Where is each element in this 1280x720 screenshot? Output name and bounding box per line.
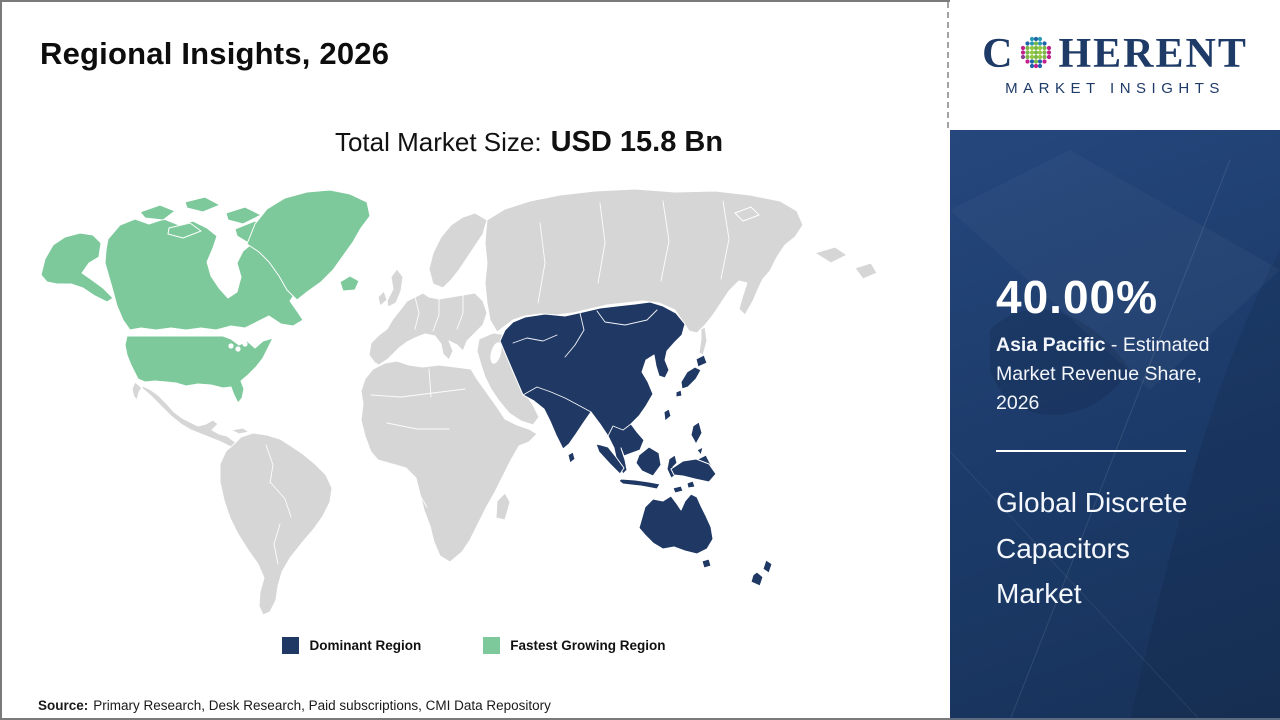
market-share-value: 40.00%: [996, 271, 1159, 323]
total-market-size: Total Market Size: USD 15.8 Bn: [0, 126, 948, 159]
legend-item-dominant: Dominant Region: [282, 637, 421, 654]
island-sakhalin: [698, 326, 708, 356]
island-madagascar: [495, 492, 511, 521]
brand-name: C HERENT: [982, 33, 1248, 75]
island-honshu: [680, 366, 702, 390]
world-map-svg: [40, 188, 878, 616]
frame-border-top: [0, 0, 950, 2]
country-australia: [638, 493, 714, 555]
sidebar-content: 40.00% Asia Pacific - Estimated Market R…: [950, 130, 1280, 616]
island-iceland: [339, 275, 360, 292]
globe-dots-icon: [1021, 36, 1052, 69]
report-title: Global Discrete Capacitors Market: [996, 487, 1188, 610]
arctic-island-2: [814, 246, 848, 264]
island-borneo: [635, 446, 662, 477]
region-asia-pacific: [499, 301, 773, 587]
country-usa: [124, 335, 274, 404]
market-size-label: Total Market Size:: [334, 127, 542, 157]
island-sumatra: [595, 443, 625, 475]
island-hokkaido: [695, 354, 708, 368]
island-moluccas: [686, 480, 696, 489]
share-region-name: Asia Pacific: [996, 333, 1106, 356]
island-nz-north: [762, 559, 773, 574]
source-label: Source:: [38, 698, 89, 713]
island-luzon: [690, 421, 703, 445]
map-legend: Dominant Region Fastest Growing Region: [0, 637, 948, 654]
island-nz-south: [750, 571, 764, 587]
island-new-guinea: [670, 458, 717, 483]
island-timor: [672, 485, 684, 494]
island-visayas: [696, 446, 704, 456]
island-tasmania: [701, 558, 712, 569]
country-uk: [386, 268, 404, 308]
water-bodies: [228, 326, 502, 364]
share-desc-line3: 2026: [996, 392, 1040, 415]
great-lake-1: [228, 343, 234, 349]
sidebar-divider: [996, 450, 1186, 453]
brand-logo: C HERENT MARKET INSIGHTS: [950, 0, 1280, 130]
country-borders: [265, 200, 730, 565]
page-title: Regional Insights, 2026: [40, 36, 390, 71]
country-alaska: [40, 232, 114, 303]
brand-subtitle: MARKET INSIGHTS: [1005, 80, 1225, 97]
arctic-island-1: [734, 206, 760, 222]
black-sea: [478, 326, 494, 334]
source-text: Primary Research, Desk Research, Paid su…: [93, 698, 551, 713]
country-ireland: [377, 290, 388, 307]
country-russia: [484, 188, 804, 334]
region-scandinavia: [428, 212, 488, 289]
highlight-sidebar: 40.00% Asia Pacific - Estimated Market R…: [950, 130, 1280, 720]
island-kyushu: [675, 389, 683, 398]
arctic-island-3: [854, 262, 878, 280]
fastest-growing-label: Fastest Growing Region: [510, 638, 666, 653]
dominant-region-label: Dominant Region: [309, 638, 422, 653]
island-taiwan: [663, 408, 672, 422]
arctic-island-b: [184, 196, 221, 213]
caspian-sea: [490, 342, 502, 364]
arctic-island-a: [139, 204, 176, 221]
region-south-america: [219, 432, 333, 616]
source-line: Source: Primary Research, Desk Research, …: [38, 698, 551, 713]
island-victoria: [167, 222, 202, 239]
dominant-region-swatch: [282, 637, 300, 654]
market-share-description: Asia Pacific - Estimated Market Revenue …: [996, 331, 1240, 419]
legend-item-growing: Fastest Growing Region: [483, 637, 666, 654]
great-lake-3: [242, 341, 248, 347]
country-mexico: [131, 381, 254, 458]
share-desc-line2: Market Revenue Share,: [996, 362, 1202, 385]
frame-border-bottom: [0, 718, 950, 720]
great-lake-2: [235, 346, 241, 352]
island-cuba: [230, 427, 250, 435]
island-greenland: [246, 189, 371, 301]
frame-border-left: [0, 0, 2, 720]
region-north-america: [40, 189, 371, 404]
share-desc-rest: - Estimated: [1105, 333, 1210, 356]
island-java: [618, 478, 661, 490]
market-size-value: USD 15.8 Bn: [550, 126, 724, 158]
region-africa: [360, 360, 538, 563]
fastest-growing-swatch: [483, 637, 501, 654]
region-asia-mainland: [499, 301, 686, 475]
brand-name-start: C: [982, 31, 1015, 77]
world-map: [35, 183, 885, 623]
dashed-divider: [947, 2, 949, 128]
region-europe: [368, 292, 488, 366]
island-sri-lanka: [567, 451, 576, 464]
brand-name-end: HERENT: [1058, 31, 1248, 77]
arctic-island-c: [225, 206, 262, 225]
